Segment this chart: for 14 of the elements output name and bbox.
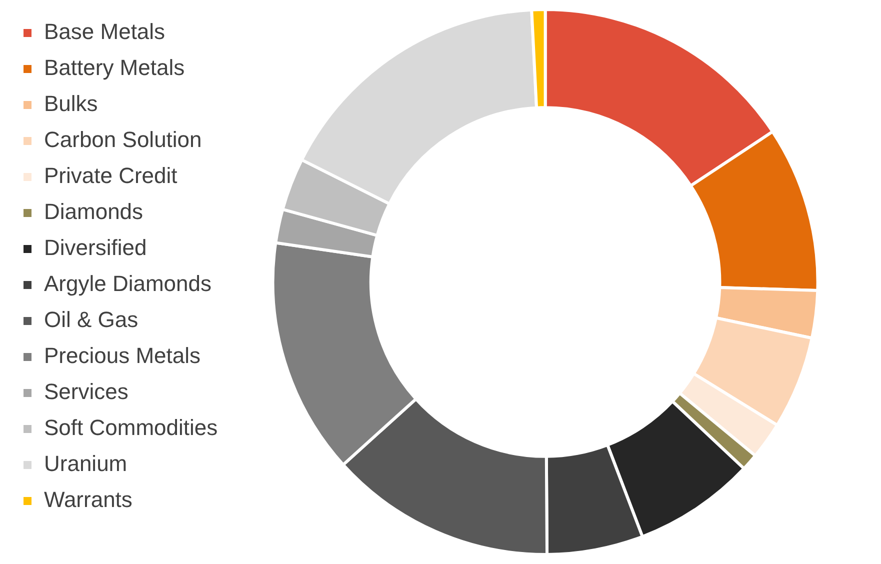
legend-label: Diamonds [44,199,144,224]
legend-label: Uranium [44,451,128,476]
legend-label: Carbon Solution [44,127,202,152]
legend-label: Private Credit [44,163,178,188]
legend-label: Base Metals [44,19,166,44]
legend-label: Argyle Diamonds [44,271,212,296]
legend-label: Services [44,379,128,404]
legend-label: Bulks [44,91,98,116]
legend-label: Battery Metals [44,55,185,80]
legend-label: Precious Metals [44,343,201,368]
legend-label: Warrants [44,487,132,512]
legend-label: Oil & Gas [44,307,138,332]
legend-label: Soft Commodities [44,415,218,440]
legend-label: Diversified [44,235,147,260]
